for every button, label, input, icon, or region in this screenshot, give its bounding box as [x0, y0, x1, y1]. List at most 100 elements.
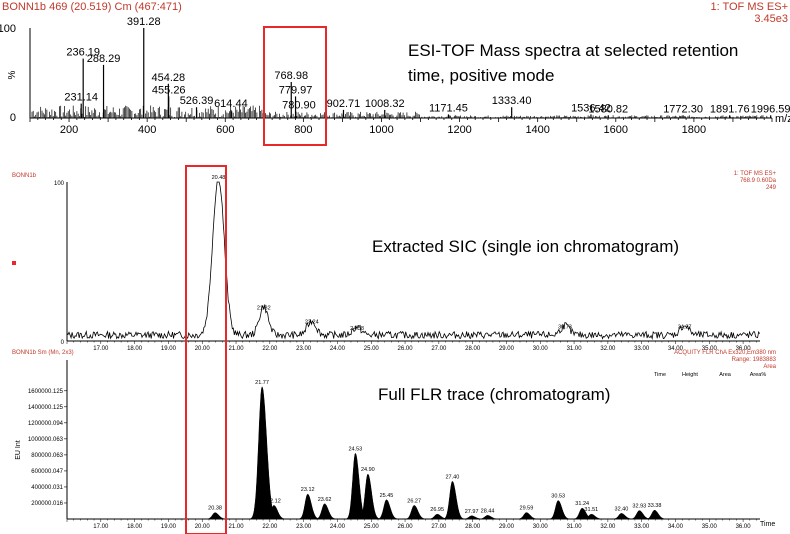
flr-peak-14	[547, 500, 571, 520]
flr-table-header-3: Area%	[750, 372, 767, 378]
mz-peak-label-12: 1008.32	[365, 98, 405, 110]
p2-ticks-label-7: 24.00	[330, 346, 346, 352]
p3-ticks-label-0: 17.00	[93, 524, 109, 530]
mz-tick-7: 1600	[604, 124, 628, 136]
flr-peak-13	[515, 512, 539, 520]
flr-peak-label-9: 26.95	[430, 507, 444, 513]
panel3-peaks	[204, 386, 667, 520]
flr-peak-label-5: 24.53	[348, 446, 362, 452]
flr-peak-label-7: 25.45	[380, 493, 394, 499]
flr-peak-label-14: 30.53	[551, 494, 565, 500]
mz-tick-2: 600	[216, 124, 234, 136]
flr-ytick-4: 1000000.063	[28, 437, 64, 443]
flr-peak-0	[204, 512, 228, 520]
panel1-annotation-line2: time, positive mode	[408, 66, 554, 85]
panel2-info-1: 1: TOF MS ES+	[734, 171, 777, 177]
p2-ticks-label-19: 36.00	[736, 346, 752, 352]
mz-peak-label-19: 1996.59	[751, 103, 790, 115]
p2-ticks-label-12: 29.00	[499, 346, 515, 352]
panel1-noise	[31, 105, 769, 118]
sic-peak-label-0: 20.48	[212, 175, 226, 181]
flr-peak-4	[313, 503, 337, 520]
p2-ticks-label-11: 28.00	[465, 346, 481, 352]
flr-peak-6	[356, 473, 381, 520]
mz-peak-label-7: 614.44	[214, 98, 248, 110]
panel3-info-3: Area	[763, 364, 776, 370]
panel2-y-top: 100	[54, 181, 65, 187]
panel1-title: BONN1b 469 (20.519) Cm (467:471)	[2, 1, 182, 13]
p3-ticks-label-1: 18.00	[127, 524, 143, 530]
flr-peak-17	[610, 513, 634, 520]
p3-ticks-label-18: 35.00	[702, 524, 718, 530]
p3-ticks-label-6: 23.00	[296, 524, 312, 530]
flr-ytick-5: 1200000.094	[28, 421, 64, 427]
panel1-annotation-line1: ESI-TOF Mass spectra at selected retenti…	[408, 41, 738, 60]
p3-ticks-label-14: 31.00	[567, 524, 583, 530]
flr-table-header-1: Height	[682, 372, 698, 378]
mz-peak-label-2: 288.29	[87, 53, 121, 65]
flr-peak-12	[476, 515, 500, 520]
p3-ticks-label-13: 30.00	[533, 524, 549, 530]
panel2-peak-labels: 20.48 21.82 23.24 24.58 30.73 34.27	[212, 175, 692, 332]
p2-ticks-label-9: 26.00	[398, 346, 414, 352]
flr-peak-label-17: 32.40	[615, 506, 629, 512]
p3-ticks-label-10: 27.00	[431, 524, 447, 530]
flr-peak-label-13: 29.59	[520, 506, 534, 512]
mz-peak-label-3: 391.28	[127, 16, 161, 28]
p3-ticks-label-15: 32.00	[600, 524, 616, 530]
p2-ticks-label-1: 18.00	[127, 346, 143, 352]
panel3-info-2: Range: 1983883	[732, 357, 777, 363]
highlight-box-mz	[263, 26, 327, 146]
p3-ticks-label-17: 34.00	[668, 524, 684, 530]
mz-peak-label-0: 231.14	[64, 92, 98, 104]
sic-peak-label-4: 30.73	[558, 324, 572, 330]
panel3-annotation: Full FLR trace (chromatogram)	[378, 385, 610, 404]
flr-peak-19	[643, 509, 667, 520]
p3-ticks-label-12: 29.00	[499, 524, 515, 530]
flr-peak-label-1: 21.77	[255, 380, 269, 386]
flr-peak-label-6: 24.90	[361, 467, 375, 473]
panel3-x-unit: Time	[760, 521, 775, 528]
flr-table-header-2: Area	[719, 372, 732, 378]
panel2-info-2: 768.9 0.60Da	[740, 178, 777, 184]
flr-ytick-6: 1400000.125	[28, 405, 64, 411]
flr-peak-label-0: 20.38	[208, 506, 222, 512]
p2-ticks-label-13: 30.00	[533, 346, 549, 352]
highlight-box-retention	[185, 165, 227, 534]
mz-peak-label-13: 1171.45	[429, 102, 468, 114]
p3-ticks-label-16: 33.00	[634, 524, 650, 530]
flr-peak-label-12: 28.44	[481, 508, 495, 514]
panel2-ticks: 17.00 18.00 19.00 20.00 21.00 22.00 23.00 24.00…	[66, 341, 757, 352]
mz-tick-3: 800	[294, 124, 312, 136]
flr-peak-8	[403, 505, 427, 520]
p2-ticks-label-17: 34.00	[668, 346, 684, 352]
mz-peak-label-4: 454.28	[152, 72, 186, 84]
mz-tick-6: 1400	[525, 124, 549, 136]
flr-peak-label-10: 27.40	[445, 474, 459, 480]
p3-ticks-label-11: 28.00	[465, 524, 481, 530]
mz-peak-label-14: 1333.40	[492, 95, 532, 107]
panel1-ticks: 200 400 600 800 1000 1200 1400 1600 1800	[29, 118, 773, 136]
panel3-y-label: EU Int	[15, 440, 22, 460]
mz-peak-label-6: 526.39	[180, 95, 214, 107]
flr-ytick-3: 800000.063	[31, 453, 63, 459]
mz-peak-label-17: 1772.30	[663, 103, 703, 115]
flr-ytick-0: 200000.016	[31, 501, 63, 507]
flr-peak-label-8: 26.27	[407, 498, 421, 504]
mz-peak-label-10: 780.90	[282, 100, 316, 112]
p2-ticks-label-4: 21.00	[229, 346, 245, 352]
mz-peak-label-1: 236.19	[66, 47, 100, 59]
mz-peak-label-5: 455.26	[152, 84, 186, 96]
flr-table-header-0: Time	[654, 372, 666, 378]
flr-peak-label-16: 31.51	[584, 507, 598, 513]
p2-ticks-label-18: 35.00	[702, 346, 718, 352]
panel3-y-ticks: 200000.016 400000.031 600000.047 800000.063…	[28, 389, 67, 507]
flr-peak-16	[580, 513, 604, 520]
p3-ticks-label-8: 25.00	[364, 524, 380, 530]
mz-tick-0: 200	[60, 124, 78, 136]
p2-ticks-label-2: 19.00	[161, 346, 177, 352]
flr-peak-7	[375, 499, 399, 520]
